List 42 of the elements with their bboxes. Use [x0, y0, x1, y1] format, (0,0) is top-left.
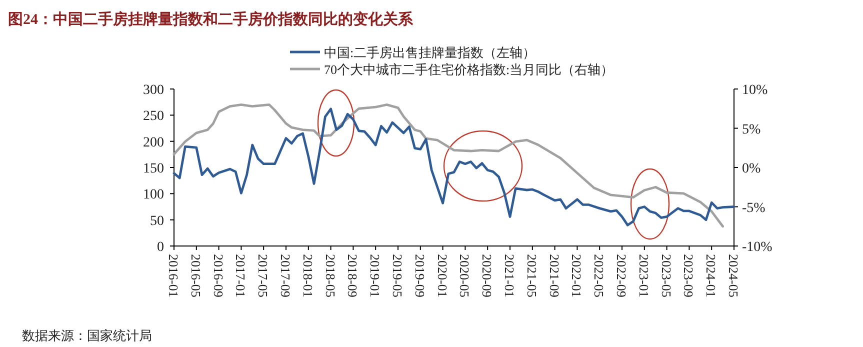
y2-tick-label: 0% — [742, 162, 761, 176]
y2-tick-label: 10% — [742, 83, 768, 98]
x-tick-label: 2019-09 — [412, 254, 428, 298]
x-tick-label: 2019-01 — [368, 254, 383, 298]
x-tick-label: 2021-09 — [546, 254, 562, 298]
y-tick-label: 0 — [157, 240, 164, 255]
x-tick-label: 2016-09 — [210, 254, 226, 298]
x-tick-label: 2017-05 — [256, 254, 271, 298]
legend-label: 中国:二手房出售挂牌量指数（左轴） — [324, 45, 536, 60]
legend-label: 70个大中城市二手住宅价格指数:当月同比（右轴） — [324, 62, 614, 77]
y-tick-label: 100 — [143, 188, 164, 203]
y2-tick-label: -10% — [742, 240, 773, 255]
x-tick-label: 2021-05 — [524, 254, 540, 298]
x-tick-label: 2022-01 — [569, 254, 584, 298]
y-tick-label: 300 — [143, 83, 164, 98]
x-tick-label: 2017-09 — [278, 254, 293, 298]
source-note: 数据来源：国家统计局 — [22, 328, 152, 343]
x-tick-label: 2020-01 — [434, 254, 450, 298]
x-tick-label: 2024-01 — [704, 254, 719, 298]
x-tick-label: 2023-05 — [658, 254, 674, 298]
y-tick-label: 250 — [143, 109, 164, 124]
x-tick-label: 2018-01 — [300, 254, 316, 298]
x-tick-label: 2023-09 — [681, 254, 696, 298]
y-tick-label: 200 — [143, 135, 164, 150]
y-tick-label: 150 — [143, 162, 164, 176]
x-tick-label: 2022-09 — [614, 254, 629, 298]
x-tick-label: 2021-01 — [502, 254, 517, 298]
x-tick-label: 2016-01 — [166, 254, 181, 298]
x-tick-label: 2018-09 — [345, 254, 360, 298]
y-tick-label: 50 — [150, 214, 164, 229]
x-tick-label: 2019-05 — [390, 254, 405, 298]
x-tick-label: 2018-05 — [322, 254, 338, 298]
x-tick-label: 2020-09 — [480, 254, 495, 298]
x-tick-label: 2023-01 — [636, 254, 652, 298]
x-tick-label: 2017-01 — [233, 254, 248, 298]
x-tick-label: 2020-05 — [457, 254, 472, 298]
y2-tick-label: -5% — [742, 200, 766, 216]
x-tick-label: 2022-05 — [592, 254, 607, 298]
x-tick-label: 2024-05 — [726, 254, 741, 298]
x-tick-label: 2016-05 — [188, 254, 204, 298]
chart-title: 图24：中国二手房挂牌量指数和二手房价指数同比的变化关系 — [8, 10, 414, 28]
y2-tick-label: 5% — [742, 122, 761, 138]
